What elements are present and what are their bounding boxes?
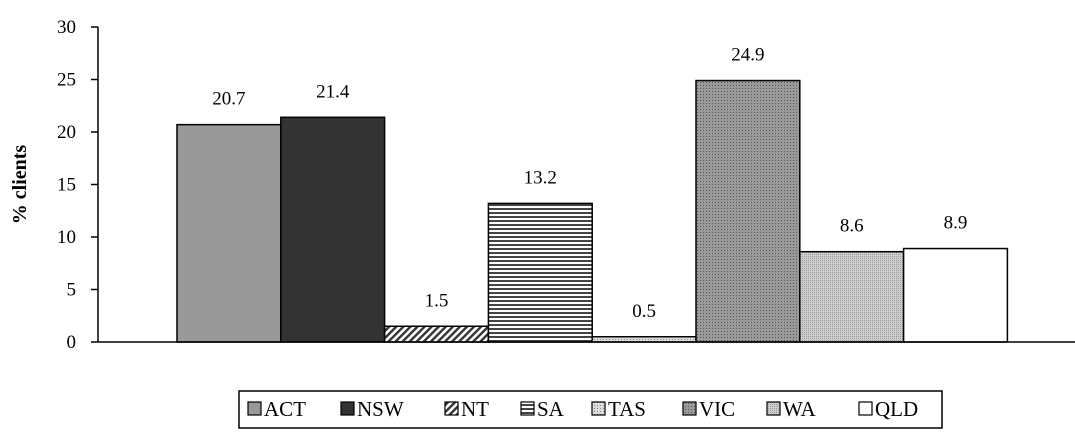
y-tick-label: 0 <box>67 332 77 353</box>
data-label-sa: 13.2 <box>524 167 557 188</box>
bar-wa <box>799 250 905 343</box>
bar-nt <box>383 325 490 343</box>
y-tick-label: 15 <box>57 175 76 196</box>
legend-box <box>238 390 943 429</box>
legend-label-vic: VIC <box>699 397 735 421</box>
legend-label-sa: SA <box>537 397 565 421</box>
bar-tas <box>591 336 697 343</box>
legend-swatch-act <box>247 401 262 416</box>
bar-act <box>176 123 282 343</box>
y-tick-label: 5 <box>67 280 77 301</box>
data-labels: 20.7 21.4 1.5 13.2 0.5 24.9 8.6 8.9 <box>212 45 967 322</box>
legend-swatch-vic <box>682 401 697 416</box>
y-axis-title: % clients <box>9 145 31 225</box>
legend-label-nt: NT <box>461 397 489 421</box>
bar-nsw <box>280 116 386 343</box>
data-label-nt: 1.5 <box>425 290 449 311</box>
legend-label-act: ACT <box>264 397 306 421</box>
legend: ACT NSW NT SA TAS VIC WA QLD <box>238 390 943 429</box>
legend-swatch-nt <box>444 401 459 416</box>
bars <box>176 79 1009 343</box>
y-tick-label: 20 <box>57 122 76 143</box>
bar-vic <box>695 79 801 343</box>
data-label-nsw: 21.4 <box>316 81 350 102</box>
legend-label-nsw: NSW <box>357 397 404 421</box>
legend-label-tas: TAS <box>608 397 646 421</box>
data-label-tas: 0.5 <box>632 301 656 322</box>
legend-swatch-nsw <box>340 401 355 416</box>
legend-swatch-tas <box>591 401 606 416</box>
data-label-act: 20.7 <box>212 89 245 110</box>
bar-sa <box>487 202 593 343</box>
data-label-vic: 24.9 <box>731 45 764 66</box>
legend-swatch-sa <box>520 401 535 416</box>
y-tick-label: 10 <box>57 227 76 248</box>
legend-swatch-wa <box>766 401 781 416</box>
legend-label-qld: QLD <box>875 397 918 421</box>
y-tick-label: 30 <box>57 17 76 38</box>
y-tick-label: 25 <box>57 70 76 91</box>
data-label-qld: 8.9 <box>944 213 968 234</box>
legend-swatch-qld <box>858 401 873 416</box>
y-axis: 0 5 10 15 20 25 30 <box>57 17 99 353</box>
data-label-wa: 8.6 <box>840 216 864 237</box>
legend-label-wa: WA <box>783 397 816 421</box>
bar-qld <box>902 247 1009 343</box>
